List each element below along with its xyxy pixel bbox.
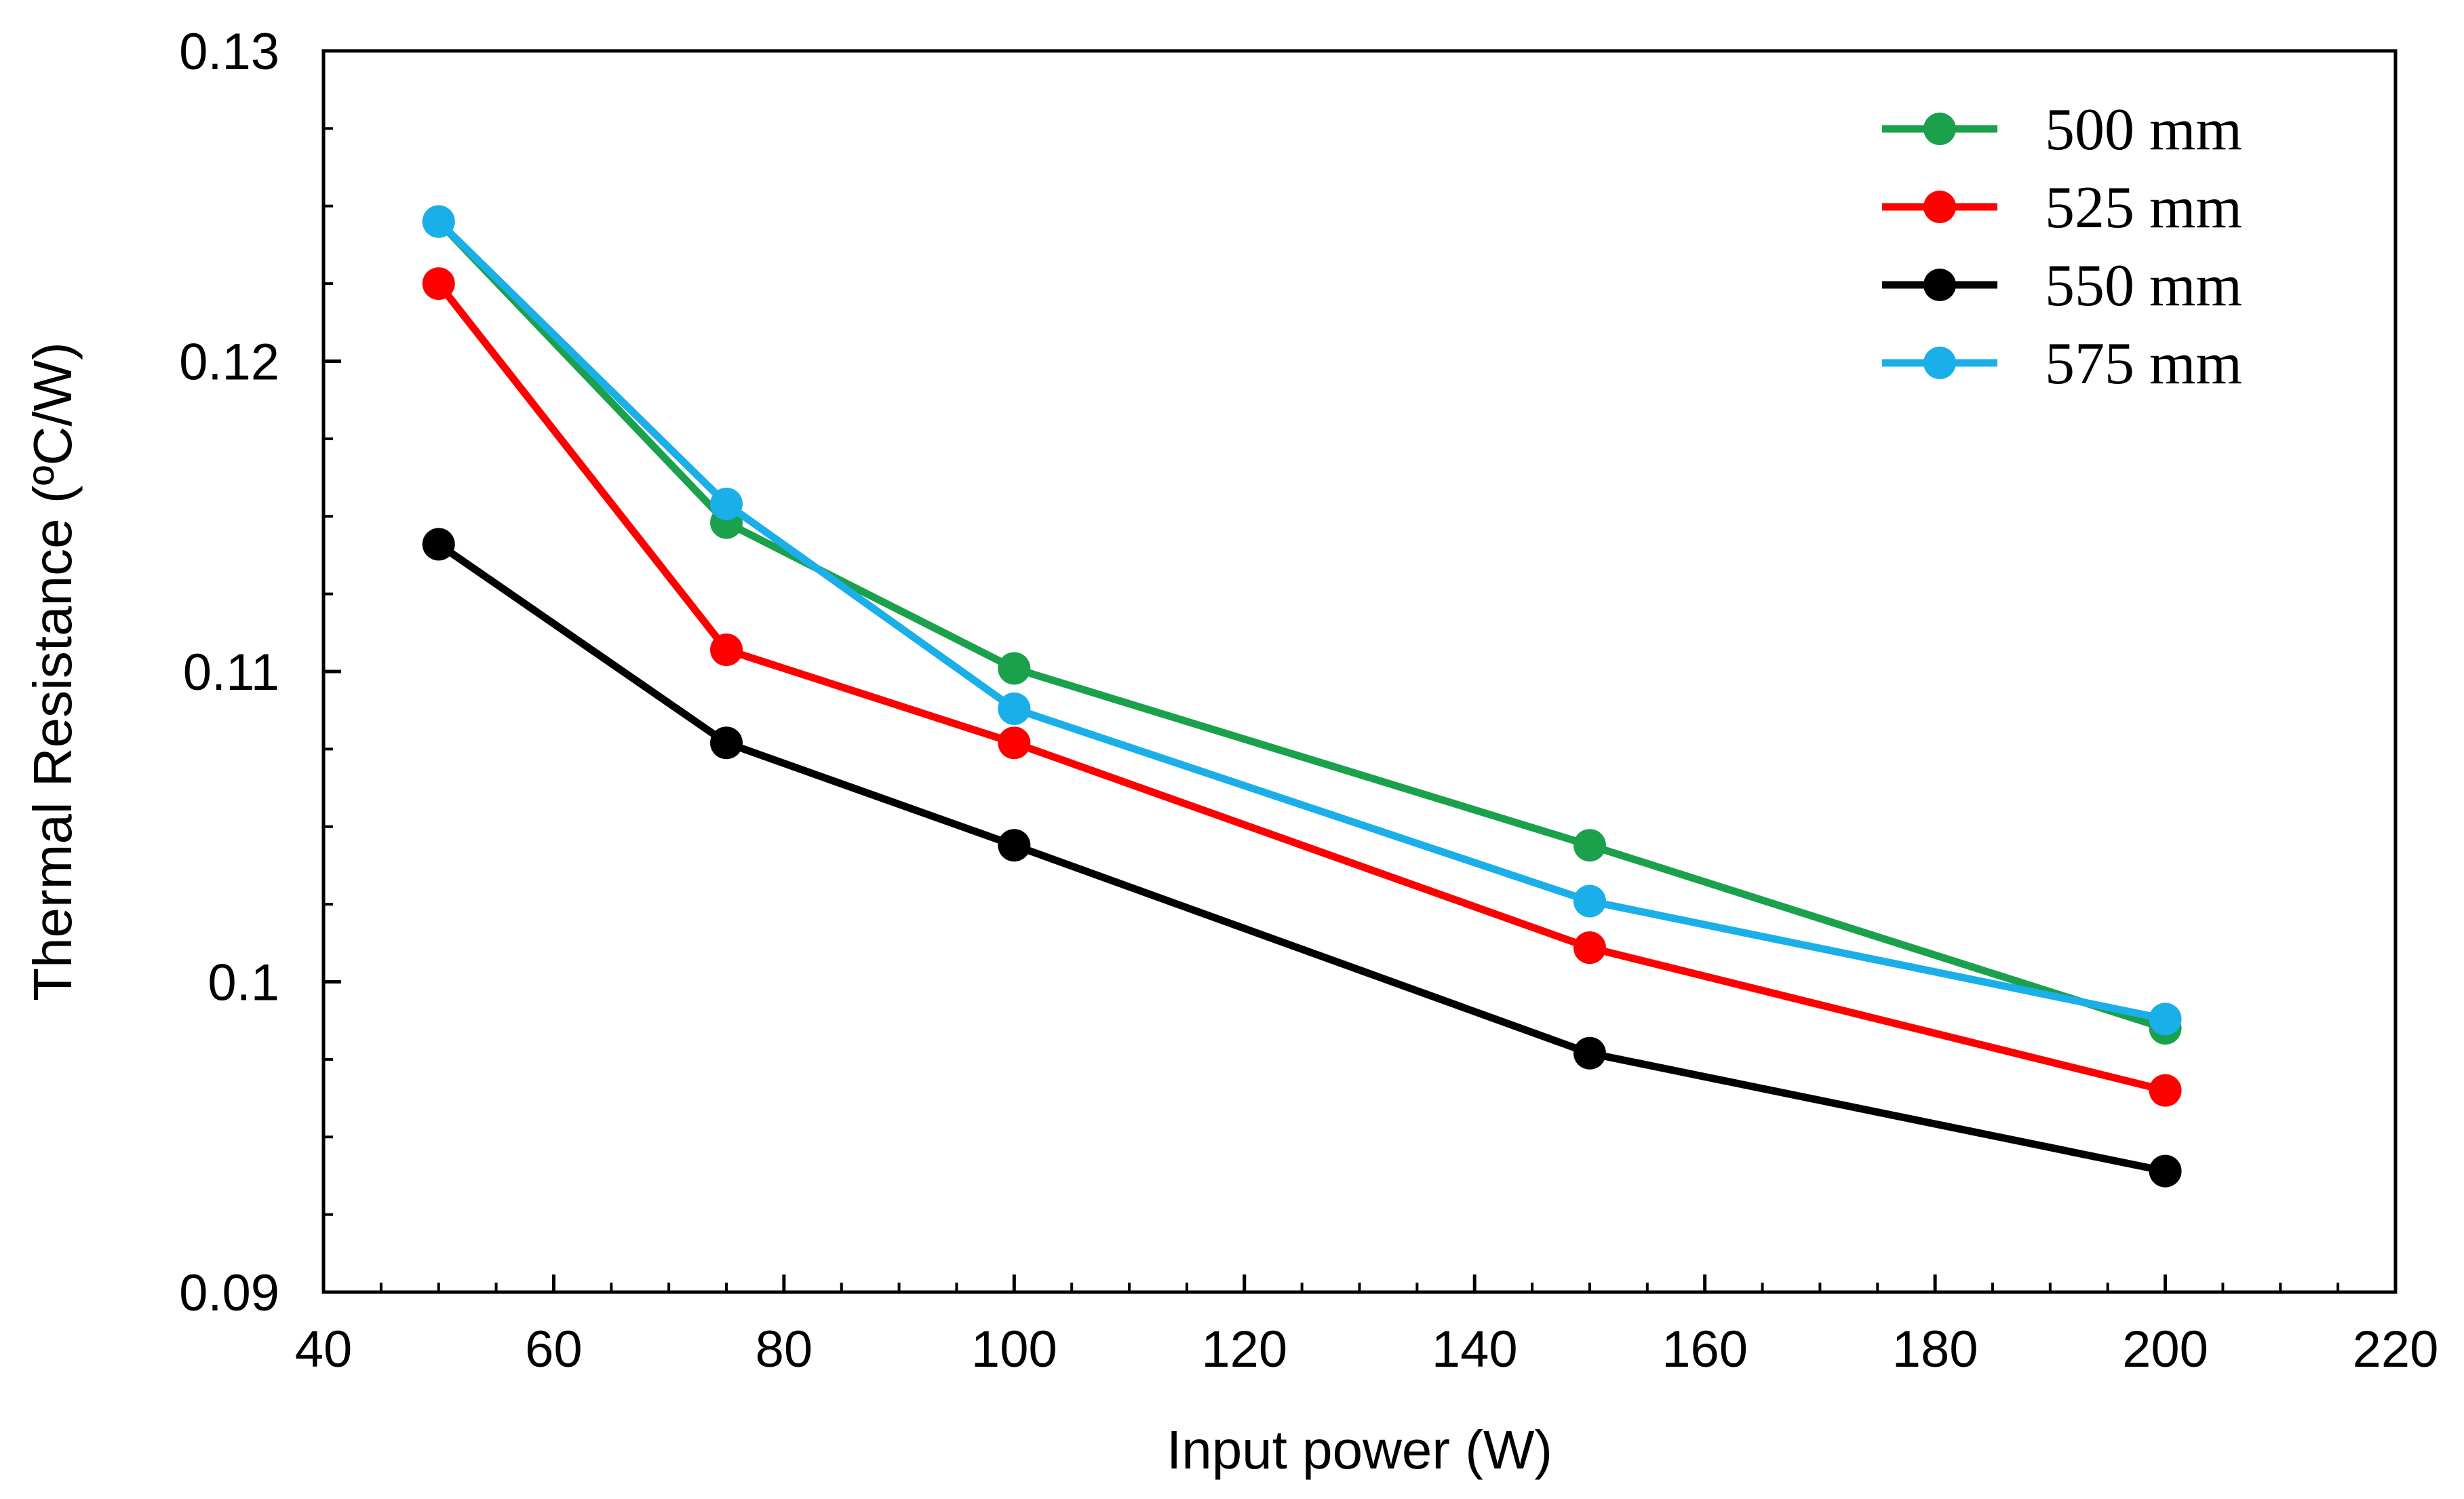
legend-marker xyxy=(1923,113,1956,145)
series-500-mm xyxy=(422,205,2182,1045)
x-tick-label: 40 xyxy=(295,1321,353,1378)
data-point xyxy=(998,726,1031,760)
x-tick-label: 220 xyxy=(2353,1321,2439,1378)
series-line xyxy=(435,218,2167,1032)
x-tick-label: 80 xyxy=(756,1321,813,1378)
legend-label: 575 mm xyxy=(2045,331,2242,397)
x-tick-label: 200 xyxy=(2122,1321,2208,1378)
y-tick-label: 0.12 xyxy=(179,334,279,391)
legend-marker xyxy=(1923,269,1956,301)
legend: 500 mm 525 mm 550 mm 575 mm xyxy=(1882,97,2242,397)
data-point xyxy=(998,829,1031,862)
y-axis-title: Thermal Resistance (ºC/W) xyxy=(22,342,83,1001)
legend-item: 500 mm xyxy=(1882,97,2242,163)
data-point xyxy=(710,726,743,760)
y-tick-label: 0.11 xyxy=(183,644,279,701)
x-tick-label: 180 xyxy=(1892,1321,1978,1378)
data-point xyxy=(2149,1002,2182,1036)
data-point xyxy=(422,528,455,561)
legend-item: 525 mm xyxy=(1882,175,2242,241)
series-line xyxy=(435,218,2166,1023)
x-tick-label: 100 xyxy=(971,1321,1057,1378)
series-line xyxy=(436,541,2166,1175)
data-point xyxy=(998,652,1031,685)
x-tick-label: 160 xyxy=(1662,1321,1748,1378)
data-point xyxy=(710,633,743,666)
data-point xyxy=(710,487,743,520)
data-point xyxy=(422,205,455,238)
legend-item: 575 mm xyxy=(1882,331,2242,397)
x-tick-label: 140 xyxy=(1432,1321,1518,1378)
series-550-mm xyxy=(422,528,2182,1188)
y-tick-label: 0.09 xyxy=(179,1264,279,1322)
x-axis-title: Input power (W) xyxy=(1167,1420,1552,1480)
y-tick-label: 0.1 xyxy=(208,954,279,1012)
data-point xyxy=(422,267,455,300)
ticks: 40 60 80 100 120 140 160 180 200 220 0.09 0.1 0.11 0.… xyxy=(179,23,2438,1378)
series-575-mm xyxy=(422,205,2182,1036)
legend-label: 500 mm xyxy=(2045,97,2242,163)
data-point xyxy=(1573,1036,1606,1070)
data-point xyxy=(2149,1074,2182,1107)
series-525-mm xyxy=(422,267,2182,1107)
legend-marker xyxy=(1923,347,1956,379)
x-tick-label: 60 xyxy=(525,1321,583,1378)
legend-item: 550 mm xyxy=(1882,253,2242,319)
legend-label: 525 mm xyxy=(2045,175,2242,241)
data-point xyxy=(1573,829,1606,862)
x-tick-label: 120 xyxy=(1201,1321,1287,1378)
data-point xyxy=(1573,884,1606,918)
legend-label: 550 mm xyxy=(2045,253,2242,319)
legend-marker xyxy=(1923,191,1956,223)
data-point xyxy=(2149,1154,2182,1188)
series xyxy=(422,205,2182,1188)
data-point xyxy=(998,692,1031,725)
data-point xyxy=(1573,931,1606,965)
y-tick-label: 0.13 xyxy=(179,23,279,81)
